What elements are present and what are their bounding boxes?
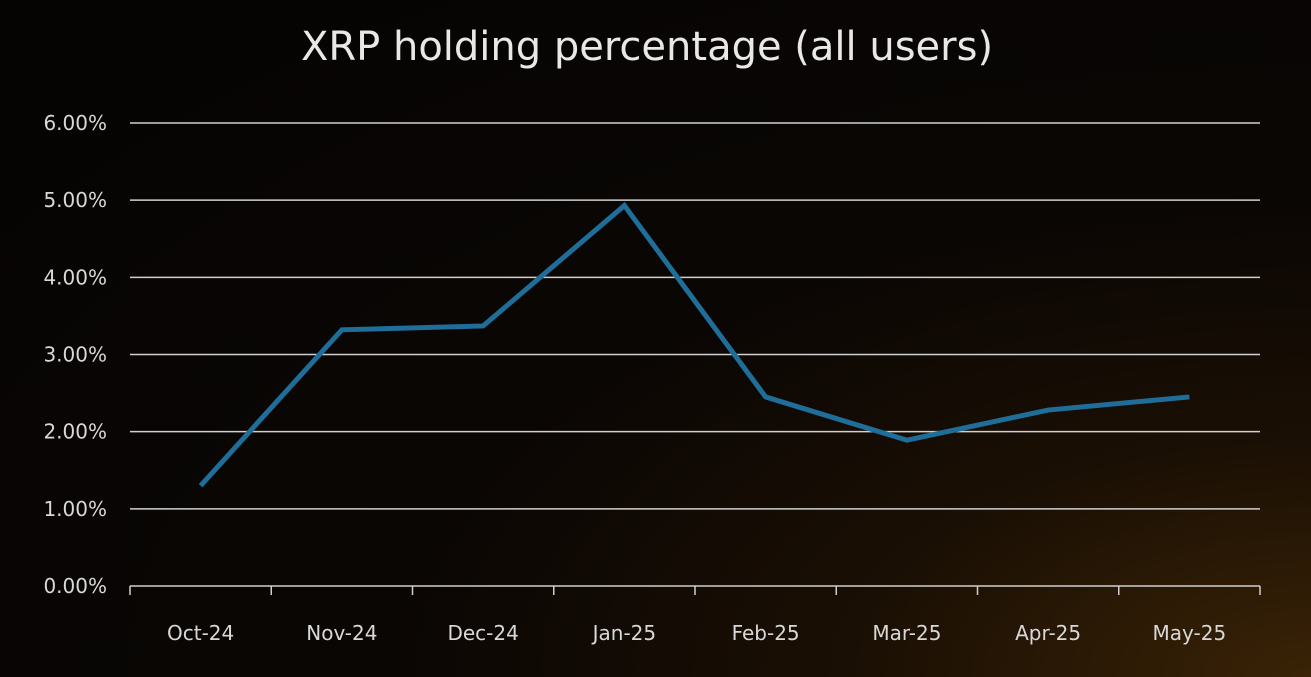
x-tick-label: Oct-24 xyxy=(167,621,234,645)
y-tick-label: 4.00% xyxy=(43,265,107,289)
y-tick-label: 5.00% xyxy=(43,188,107,212)
chart-title: XRP holding percentage (all users) xyxy=(301,24,993,70)
x-tick-label: Feb-25 xyxy=(732,621,800,645)
y-tick-label: 3.00% xyxy=(43,343,107,367)
y-tick-label: 1.00% xyxy=(43,497,107,521)
x-tick-label: Apr-25 xyxy=(1015,621,1081,645)
y-tick-label: 2.00% xyxy=(43,420,107,444)
x-tick-label: Dec-24 xyxy=(447,621,518,645)
series-line xyxy=(198,201,1190,488)
x-tick-label: Mar-25 xyxy=(872,621,941,645)
y-tick-label: 6.00% xyxy=(43,111,107,135)
x-tick-label: Nov-24 xyxy=(306,621,377,645)
x-tick-label: May-25 xyxy=(1153,621,1227,645)
x-tick-label: Jan-25 xyxy=(591,621,657,645)
y-tick-label: 0.00% xyxy=(43,574,107,598)
